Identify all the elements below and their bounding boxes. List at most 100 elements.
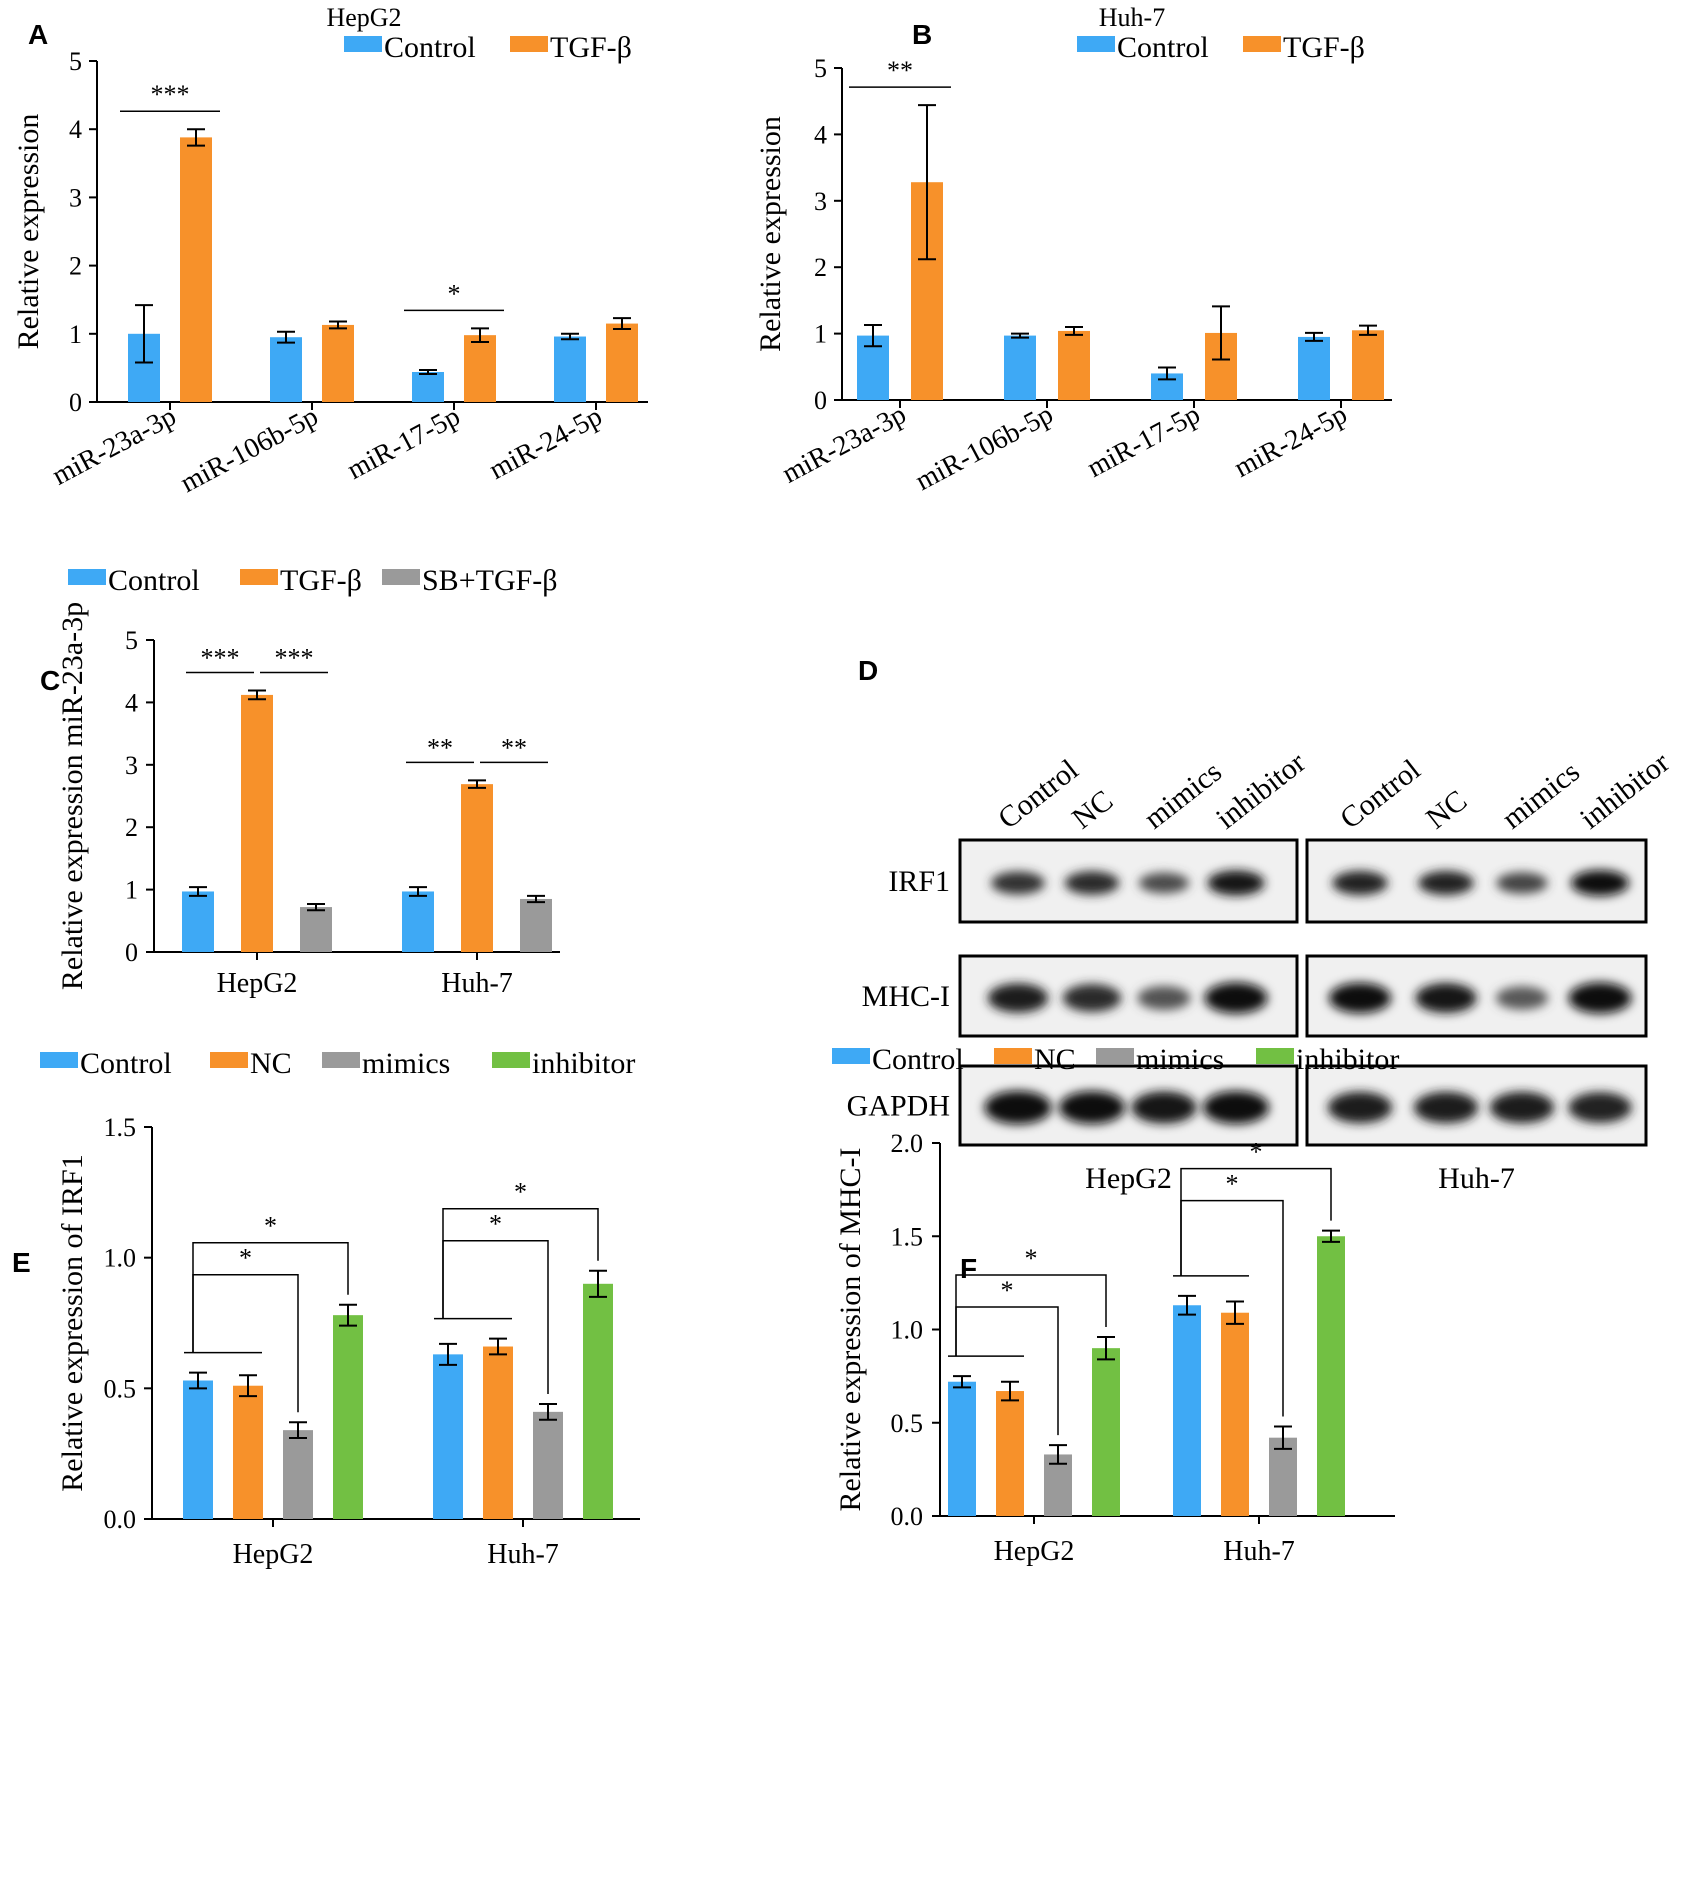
bar-tgf-mir-24-5p <box>606 323 638 402</box>
y-tick-label: 5 <box>814 54 827 83</box>
bar-nc-hepg2 <box>996 1391 1024 1516</box>
protein-label-irf1: IRF1 <box>888 865 950 898</box>
band-irf1-nc-huh-7 <box>1418 870 1474 896</box>
bar-tgf-hepg2 <box>241 694 273 952</box>
protein-label-gapdh: GAPDH <box>847 1090 950 1123</box>
y-tick-label: 3 <box>69 183 82 212</box>
band-gapdh-inhibitor-huh-7 <box>1568 1092 1632 1123</box>
significance-label: * <box>1226 1170 1239 1199</box>
y-axis-label: Relative expression <box>754 116 787 352</box>
bar-control-mir-106b-5p <box>270 337 302 402</box>
y-tick-label: 2 <box>814 253 827 282</box>
band-gapdh-inhibitor-hepg2 <box>1202 1091 1270 1124</box>
bar-tgf-mir-106b-5p <box>1058 330 1090 400</box>
category-label-mir-23a-3p: miR-23a-3p <box>777 399 911 490</box>
legend-label-sb-tgf: SB+TGF-β <box>422 564 558 597</box>
cell-line-label-huh-7: Huh-7 <box>1438 1162 1515 1195</box>
significance-bracket <box>955 1274 1107 1357</box>
lane-label-control-huh-7: Control <box>1334 753 1427 835</box>
lane-label-nc-huh-7: NC <box>1420 784 1473 836</box>
bar-mimics-hepg2 <box>283 1430 313 1519</box>
bar-nc-huh-7 <box>483 1346 513 1519</box>
legend-swatch-tgf <box>510 36 548 52</box>
bar-mimics-huh-7 <box>533 1411 563 1519</box>
bar-sb-tgf-hepg2 <box>300 907 332 952</box>
significance-label: ** <box>501 733 527 762</box>
y-tick-label: 4 <box>814 120 827 149</box>
panel-label-b: B <box>912 19 932 50</box>
y-axis-label: Relative expression of IRF1 <box>56 1154 89 1491</box>
y-tick-label: 4 <box>69 115 82 144</box>
bar-tgf-huh-7 <box>461 784 493 952</box>
bar-inhibitor-huh-7 <box>1317 1236 1345 1516</box>
category-label-hepg2: HepG2 <box>994 1536 1075 1567</box>
panel-label-f: F <box>960 1253 977 1284</box>
lane-label-inhibitor-hepg2: inhibitor <box>1210 746 1312 836</box>
category-label-huh-7: Huh-7 <box>441 968 513 999</box>
band-irf1-mimics-hepg2 <box>1138 872 1190 894</box>
category-label-mir-24-5p: miR-24-5p <box>484 401 607 486</box>
chart-panel-e: Control NC mimics inhibitor 0.0 0.5 1.0 1.5 Rela… <box>40 1047 640 1570</box>
lane-label-control-hepg2: Control <box>992 753 1085 835</box>
significance-label: * <box>264 1212 277 1241</box>
legend-swatch-tgf <box>1243 36 1281 52</box>
bar-control-huh-7 <box>402 891 434 952</box>
y-tick-label: 1.5 <box>104 1113 137 1142</box>
category-label-mir-106b-5p: miR-106b-5p <box>176 401 324 499</box>
band-mhc-i-inhibitor-hepg2 <box>1204 982 1268 1014</box>
y-tick-label: 0.5 <box>891 1409 924 1438</box>
legend-label-tgf: TGF-β <box>280 564 362 597</box>
y-tick-label: 4 <box>125 688 138 717</box>
legend-label-mimics: mimics <box>1136 1043 1224 1076</box>
protein-label-mhc-i: MHC-I <box>862 980 950 1013</box>
bar-inhibitor-huh-7 <box>583 1283 613 1519</box>
legend-label-nc: NC <box>1034 1043 1076 1076</box>
y-tick-label: 0 <box>125 938 138 967</box>
y-tick-label: 2 <box>69 252 82 281</box>
y-tick-label: 0 <box>69 388 82 417</box>
legend-label-tgf: TGF-β <box>1283 31 1365 64</box>
band-irf1-inhibitor-huh-7 <box>1571 870 1629 896</box>
category-label-mir-24-5p: miR-24-5p <box>1229 399 1352 484</box>
band-mhc-i-nc-huh-7 <box>1415 983 1477 1013</box>
lane-label-mimics-huh-7: mimics <box>1496 755 1586 835</box>
significance-label: * <box>514 1178 527 1207</box>
legend-label-tgf: TGF-β <box>550 31 632 64</box>
band-gapdh-control-huh-7 <box>1327 1091 1393 1124</box>
y-tick-label: 1 <box>814 320 827 349</box>
significance-label: * <box>1025 1244 1038 1273</box>
bar-tgf-mir-17-5p <box>464 335 496 402</box>
category-label-huh-7: Huh-7 <box>487 1539 559 1570</box>
y-tick-label: 5 <box>125 626 138 655</box>
bar-control-hepg2 <box>182 891 214 952</box>
band-irf1-nc-hepg2 <box>1064 871 1120 895</box>
bar-tgf-mir-23a-3p <box>180 137 212 402</box>
legend-swatch-control <box>1077 36 1115 52</box>
legend-label-inhibitor: inhibitor <box>532 1047 635 1080</box>
y-axis-label: Relative expression <box>12 114 45 350</box>
chart-title: HepG2 <box>326 3 401 32</box>
significance-label: * <box>1250 1138 1263 1167</box>
y-tick-label: 1 <box>125 876 138 905</box>
legend-swatch-inhibitor <box>492 1052 530 1068</box>
significance-label: *** <box>151 80 190 109</box>
legend-label-control: Control <box>384 31 476 64</box>
legend-swatch-mimics <box>322 1052 360 1068</box>
legend-swatch-control <box>40 1052 78 1068</box>
legend-swatch-nc <box>994 1048 1032 1064</box>
panel-label-d: D <box>858 655 878 686</box>
band-mhc-i-mimics-hepg2 <box>1137 985 1191 1011</box>
band-gapdh-nc-huh-7 <box>1413 1091 1479 1124</box>
cell-line-label-hepg2: HepG2 <box>1085 1162 1172 1195</box>
legend-label-nc: NC <box>250 1047 292 1080</box>
band-mhc-i-nc-hepg2 <box>1062 984 1122 1012</box>
category-label-huh-7: Huh-7 <box>1223 1536 1295 1567</box>
bar-mimics-huh-7 <box>1269 1437 1297 1516</box>
bar-inhibitor-hepg2 <box>333 1315 363 1519</box>
legend-label-control: Control <box>108 564 200 597</box>
y-tick-label: 0.5 <box>104 1374 137 1403</box>
legend-swatch-inhibitor <box>1256 1048 1294 1064</box>
